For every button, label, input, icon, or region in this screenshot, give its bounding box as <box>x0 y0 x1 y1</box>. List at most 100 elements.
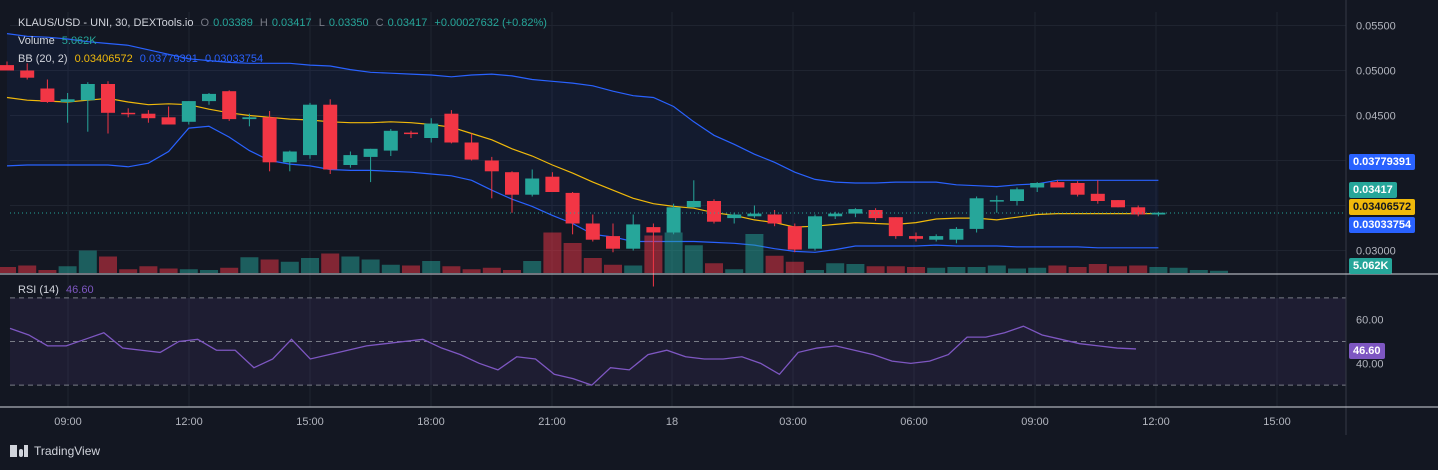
candle-body <box>747 213 762 217</box>
candle <box>161 106 176 125</box>
volume-legend[interactable]: Volume 5.062K <box>18 35 101 47</box>
low-value: 0.03350 <box>328 17 369 29</box>
candle-body <box>848 209 863 214</box>
candle-body <box>101 84 115 113</box>
candle-body <box>929 236 944 240</box>
candle <box>626 214 641 251</box>
high-label: H <box>259 17 268 29</box>
tradingview-branding[interactable]: TradingView <box>10 444 100 458</box>
volume-bar <box>119 269 138 273</box>
volume-bar <box>745 234 764 273</box>
candle-body <box>646 227 661 233</box>
rsi-legend[interactable]: RSI (14) 46.60 <box>18 284 98 296</box>
candle-body <box>1070 183 1085 195</box>
candle-body <box>0 65 14 71</box>
candle <box>1131 205 1146 217</box>
candle-body <box>202 93 216 102</box>
candle <box>383 129 398 156</box>
candle-body <box>181 101 196 122</box>
volume-bar <box>361 259 380 273</box>
candle-body <box>525 178 540 195</box>
volume-bar <box>341 256 360 273</box>
volume-bar <box>240 257 259 273</box>
volume-bar <box>826 263 845 273</box>
candle <box>303 102 317 159</box>
volume-bar <box>1149 267 1168 273</box>
candle-body <box>505 172 519 195</box>
candle <box>787 223 802 253</box>
volume-bar <box>664 232 683 273</box>
candle-body <box>707 201 721 222</box>
candle <box>80 82 95 132</box>
volume-bar <box>402 265 420 273</box>
candle-body <box>1030 183 1045 188</box>
rsi-label: RSI (14) <box>18 284 59 296</box>
candle-body <box>949 228 964 240</box>
candle-body <box>1131 207 1146 215</box>
volume-bar <box>987 265 1006 273</box>
candle <box>1050 180 1065 188</box>
time-tick-label: 12:00 <box>1142 416 1170 428</box>
volume-bar <box>523 261 542 273</box>
close-label: C <box>375 17 384 29</box>
candle <box>363 148 378 183</box>
candle <box>343 151 358 168</box>
volume-bar <box>1169 267 1188 273</box>
candle <box>585 214 600 242</box>
candle <box>141 110 156 123</box>
candle-body <box>565 192 580 224</box>
candle-body <box>767 214 782 224</box>
volume-bar <box>886 266 905 273</box>
candle-body <box>121 112 136 115</box>
close-value: 0.03417 <box>387 17 428 29</box>
candle <box>424 118 439 143</box>
candle <box>727 212 742 224</box>
volume-bar <box>866 266 885 273</box>
candle <box>202 93 216 105</box>
candle <box>828 211 843 219</box>
candle-body <box>60 99 75 102</box>
candle-body <box>686 201 701 208</box>
candle <box>848 208 863 218</box>
change-value: +0.00027632 (+0.82%) <box>434 17 547 29</box>
candle-body <box>444 113 459 143</box>
volume-bar <box>321 253 340 273</box>
candle-body <box>242 117 257 120</box>
volume-bar <box>1189 270 1208 273</box>
volume-bar <box>967 267 986 273</box>
candle-body <box>141 113 156 119</box>
volume-bar <box>684 245 703 273</box>
volume-bar <box>462 269 481 273</box>
candle <box>1090 180 1105 204</box>
volume-value: 5.062K <box>61 35 97 47</box>
price-tick-label: 0.05500 <box>1356 21 1396 33</box>
candle <box>565 192 580 235</box>
candle-body <box>262 117 277 163</box>
volume-bar <box>18 265 37 273</box>
volume-bar <box>220 267 239 273</box>
candle <box>747 205 762 219</box>
candle <box>484 156 499 199</box>
candle-body <box>828 213 843 217</box>
volume-bar <box>381 264 400 273</box>
volume-bar <box>442 266 461 273</box>
volume-bar <box>301 258 319 273</box>
volume-bar <box>99 256 117 273</box>
volume-bar <box>705 263 723 273</box>
candle <box>909 232 923 242</box>
candle-body <box>80 84 95 101</box>
bb-fill <box>7 33 1159 253</box>
candle-body <box>404 132 418 135</box>
candle <box>0 61 14 71</box>
volume-label: Volume <box>18 35 55 47</box>
volume-bar <box>58 266 77 273</box>
volume-bar <box>604 264 622 273</box>
candle-body <box>545 176 560 192</box>
bb-lower-line <box>6 125 1159 253</box>
bb-lower-value: 0.03033754 <box>204 53 264 65</box>
candle <box>606 223 620 253</box>
bb-legend[interactable]: BB (20, 2) 0.03406572 0.03779391 0.03033… <box>18 53 267 65</box>
time-tick-label: 21:00 <box>538 416 566 428</box>
candle-body <box>888 217 903 237</box>
volume-bar <box>1068 267 1087 273</box>
